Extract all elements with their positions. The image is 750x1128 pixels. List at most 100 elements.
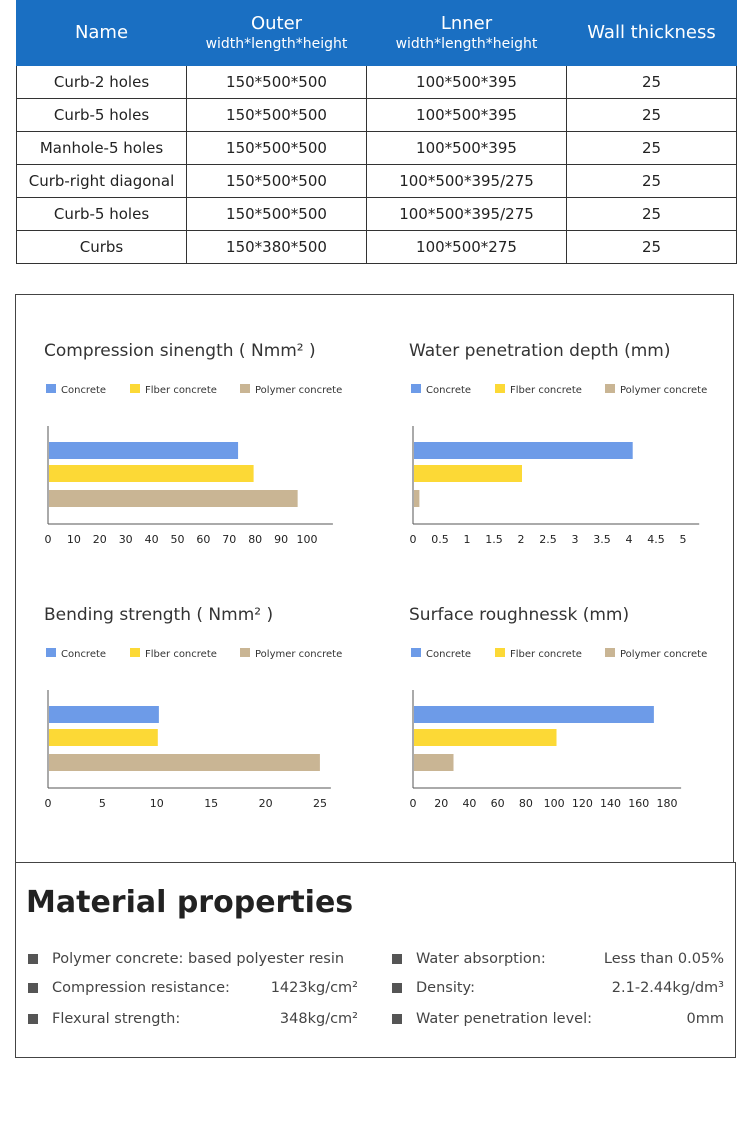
x-tick-label: 1 [464, 533, 471, 546]
x-tick-label: 20 [93, 533, 107, 546]
legend-swatch [605, 648, 615, 657]
bar-concrete [414, 706, 654, 723]
property-item: Flexural strength: 348kg/cm² [28, 1009, 358, 1029]
bar-fiber-concrete [49, 729, 158, 746]
cell-inner: 100*500*275 [366, 230, 567, 264]
cell-outer: 150*500*500 [186, 65, 367, 99]
material-properties-panel: Material properties Polymer concrete: ba… [15, 862, 736, 1058]
table-header-row: Name Outer width*length*height Lnner wid… [16, 0, 737, 66]
material-properties-title: Material properties [26, 885, 354, 920]
x-tick-label: 0 [45, 797, 52, 810]
x-tick-label: 5 [680, 533, 687, 546]
table-row: Curb-right diagonal 150*500*500 100*500*… [16, 164, 737, 198]
legend-label: Flber concrete [510, 385, 582, 396]
property-item: Water penetration level: 0mm [392, 1009, 724, 1029]
bar-polymer-concrete [49, 754, 320, 771]
bar-fiber-concrete [49, 465, 254, 482]
x-tick-label: 10 [150, 797, 164, 810]
cell-outer: 150*500*500 [186, 98, 367, 132]
property-value: 348kg/cm² [279, 1011, 358, 1027]
cell-name: Curb-5 holes [16, 98, 187, 132]
compression-strength-chart: Compression sinength ( Nmm² ) Concrete Flb… [44, 341, 342, 546]
legend-swatch [240, 384, 250, 393]
x-tick-label: 4.5 [647, 533, 665, 546]
header-name: Name [16, 0, 187, 66]
x-tick-label: 15 [204, 797, 218, 810]
x-tick-label: 5 [99, 797, 106, 810]
x-tick-label: 60 [491, 797, 505, 810]
cell-outer: 150*500*500 [186, 131, 367, 165]
legend-label: Polymer concrete [620, 649, 707, 660]
x-tick-label: 160 [628, 797, 649, 810]
chart-title: Bending strength ( Nmm² ) [44, 605, 273, 625]
property-value: Less than 0.05% [603, 951, 724, 967]
bar-concrete [49, 706, 159, 723]
x-tick-label: 120 [572, 797, 593, 810]
header-outer: Outer width*length*height [186, 0, 367, 66]
property-item: Polymer concrete: based polyester resin [28, 949, 356, 969]
property-label: Density: [416, 980, 475, 996]
legend-swatch [240, 648, 250, 657]
cell-inner: 100*500*395 [366, 131, 567, 165]
cell-wall: 25 [566, 98, 737, 132]
cell-outer: 150*500*500 [186, 197, 367, 231]
legend-swatch [605, 384, 615, 393]
x-tick-label: 40 [462, 797, 476, 810]
cell-name: Manhole-5 holes [16, 131, 187, 165]
legend-label: Polymer concrete [255, 649, 342, 660]
bar-polymer-concrete [414, 754, 454, 771]
legend-label: Flber concrete [510, 649, 582, 660]
charts-panel: Compression sinength ( Nmm² ) Concrete Flb… [15, 294, 734, 862]
x-tick-label: 10 [67, 533, 81, 546]
bullet-icon [392, 1014, 402, 1024]
x-tick-label: 80 [248, 533, 262, 546]
table-row: Curb-2 holes 150*500*500 100*500*395 25 [16, 65, 737, 99]
chart-title: Water penetration depth (mm) [409, 341, 670, 361]
legend-swatch [46, 648, 56, 657]
header-inner: Lnner width*length*height [366, 0, 567, 66]
x-tick-label: 25 [313, 797, 327, 810]
bullet-icon [28, 954, 38, 964]
x-tick-label: 180 [657, 797, 678, 810]
x-tick-label: 0.5 [431, 533, 449, 546]
x-tick-label: 0 [410, 797, 417, 810]
property-item: Compression resistance: 1423kg/cm² [28, 978, 358, 998]
cell-inner: 100*500*395/275 [366, 197, 567, 231]
property-value: 2.1-2.44kg/dm³ [611, 980, 724, 996]
property-label: Water absorption: [416, 951, 546, 967]
legend-swatch [495, 648, 505, 657]
cell-outer: 150*380*500 [186, 230, 367, 264]
legend-label: Concrete [61, 385, 106, 396]
cell-wall: 25 [566, 131, 737, 165]
property-label: Flexural strength: [52, 1011, 181, 1027]
header-wall-thickness: Wall thickness [566, 0, 737, 66]
bar-fiber-concrete [414, 729, 557, 746]
x-tick-label: 80 [519, 797, 533, 810]
x-tick-label: 20 [259, 797, 273, 810]
cell-wall: 25 [566, 65, 737, 99]
bullet-icon [28, 1014, 38, 1024]
x-tick-label: 3.5 [593, 533, 611, 546]
legend-label: Polymer concrete [620, 385, 707, 396]
cell-name: Curb-2 holes [16, 65, 187, 99]
x-tick-label: 70 [222, 533, 236, 546]
x-tick-label: 60 [196, 533, 210, 546]
legend-label: Concrete [426, 385, 471, 396]
cell-inner: 100*500*395 [366, 98, 567, 132]
property-item: Density: 2.1-2.44kg/dm³ [392, 978, 724, 998]
property-label: Compression resistance: [52, 980, 230, 996]
table-row: Manhole-5 holes 150*500*500 100*500*395 … [16, 131, 737, 165]
legend-swatch [130, 384, 140, 393]
x-tick-label: 0 [45, 533, 52, 546]
property-label: Polymer concrete: based polyester resin [52, 951, 345, 967]
x-tick-label: 0 [410, 533, 417, 546]
cell-wall: 25 [566, 197, 737, 231]
bullet-icon [392, 983, 402, 993]
x-tick-label: 100 [297, 533, 318, 546]
x-tick-label: 3 [572, 533, 579, 546]
property-value: 1423kg/cm² [270, 980, 358, 996]
cell-name: Curb-5 holes [16, 197, 187, 231]
bar-concrete [49, 442, 239, 459]
property-value: 0mm [686, 1011, 724, 1027]
x-tick-label: 40 [145, 533, 159, 546]
